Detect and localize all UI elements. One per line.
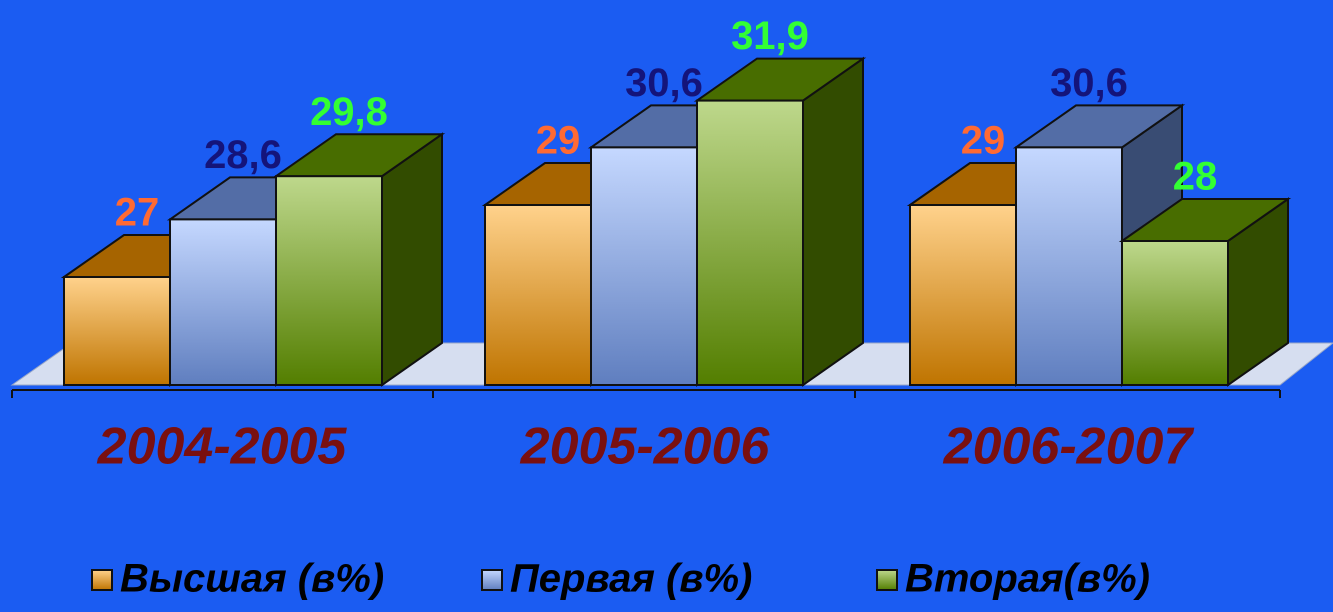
legend-label: Первая (в%) <box>510 557 752 601</box>
value-label: 28,6 <box>204 133 282 177</box>
legend-swatch <box>91 569 113 591</box>
value-label: 29,8 <box>310 90 388 134</box>
value-label: 28 <box>1173 155 1218 199</box>
value-label: 27 <box>115 191 160 235</box>
x-tick-label: 2006-2007 <box>943 418 1195 476</box>
x-ticks <box>11 390 1281 398</box>
bar-front <box>275 175 383 386</box>
bar <box>272 132 446 387</box>
value-label: 31,9 <box>731 14 809 58</box>
bar-front <box>63 276 171 386</box>
x-tick-label: 2004-2005 <box>97 418 348 476</box>
value-label: 30,6 <box>1050 61 1128 105</box>
bar-front <box>1015 146 1123 386</box>
x-tick-label: 2005-2006 <box>520 418 771 476</box>
bar <box>1118 197 1292 387</box>
bar-front <box>169 218 277 386</box>
bar-front <box>590 146 698 386</box>
bar-front <box>696 99 804 386</box>
bar-front <box>484 204 592 386</box>
bar-front <box>1121 240 1229 386</box>
legend-label: Вторая(в%) <box>905 557 1150 601</box>
bar-side <box>802 56 864 387</box>
bar <box>693 56 867 387</box>
bar-side <box>381 132 443 387</box>
legend-swatch <box>481 569 503 591</box>
bar-front <box>909 204 1017 386</box>
legend-label: Высшая (в%) <box>120 557 384 601</box>
value-label: 29 <box>961 119 1006 163</box>
value-label: 29 <box>536 119 581 163</box>
legend-swatch <box>876 569 898 591</box>
value-label: 30,6 <box>625 61 703 105</box>
